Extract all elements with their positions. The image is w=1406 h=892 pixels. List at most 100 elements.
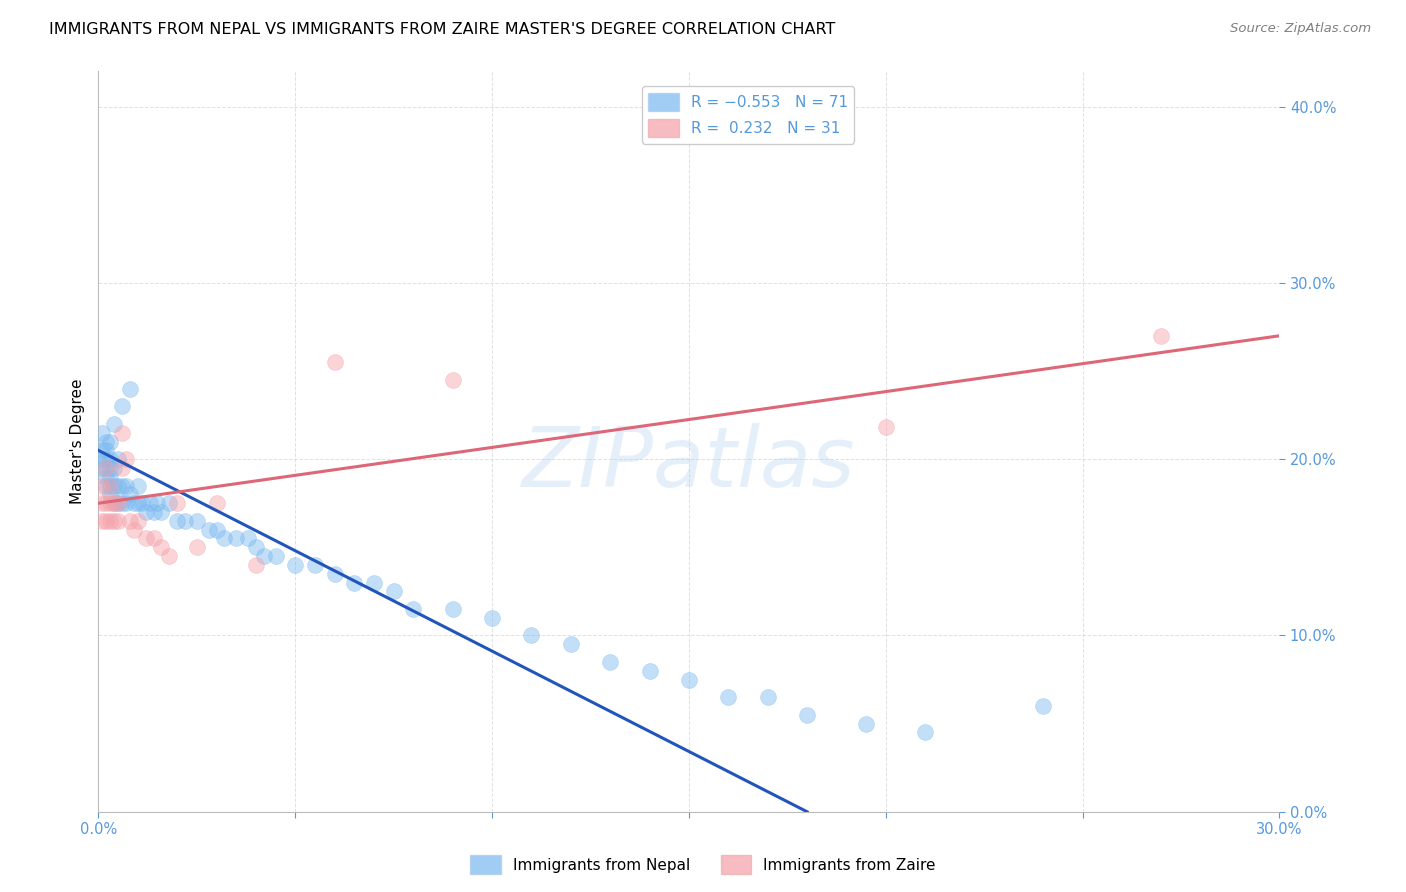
Point: [107, 452, 129, 467]
Point: [111, 478, 134, 492]
Point: [103, 417, 125, 431]
Point: [111, 461, 134, 475]
Point: [678, 673, 700, 687]
Point: [875, 420, 897, 434]
Text: ZIPatlas: ZIPatlas: [522, 423, 856, 504]
Point: [214, 532, 236, 546]
Point: [599, 655, 621, 669]
Point: [796, 707, 818, 722]
Point: [103, 496, 125, 510]
Point: [96, 461, 118, 475]
Point: [382, 584, 405, 599]
Legend: Immigrants from Nepal, Immigrants from Zaire: Immigrants from Nepal, Immigrants from Z…: [464, 849, 942, 880]
Text: Source: ZipAtlas.com: Source: ZipAtlas.com: [1230, 22, 1371, 36]
Point: [1032, 698, 1054, 713]
Point: [138, 496, 160, 510]
Point: [174, 514, 197, 528]
Point: [1150, 328, 1173, 343]
Point: [343, 575, 366, 590]
Point: [127, 496, 149, 510]
Point: [96, 443, 118, 458]
Point: [323, 355, 346, 369]
Point: [245, 541, 267, 555]
Point: [717, 690, 740, 705]
Point: [103, 496, 125, 510]
Point: [91, 478, 114, 492]
Point: [127, 514, 149, 528]
Point: [855, 716, 877, 731]
Point: [323, 566, 346, 581]
Point: [146, 496, 169, 510]
Point: [756, 690, 779, 705]
Point: [131, 496, 153, 510]
Point: [107, 496, 129, 510]
Point: [236, 532, 259, 546]
Point: [107, 514, 129, 528]
Point: [560, 637, 582, 651]
Point: [96, 470, 118, 484]
Point: [127, 478, 149, 492]
Point: [150, 505, 173, 519]
Point: [98, 470, 121, 484]
Point: [481, 611, 503, 625]
Point: [115, 452, 138, 467]
Point: [91, 452, 114, 467]
Point: [96, 496, 118, 510]
Point: [142, 505, 165, 519]
Point: [157, 549, 180, 563]
Point: [225, 532, 247, 546]
Point: [96, 461, 118, 475]
Point: [150, 541, 173, 555]
Point: [96, 452, 118, 467]
Point: [284, 558, 307, 572]
Point: [91, 514, 114, 528]
Point: [441, 373, 464, 387]
Point: [96, 514, 118, 528]
Point: [142, 532, 165, 546]
Point: [304, 558, 326, 572]
Point: [402, 602, 425, 616]
Point: [245, 558, 267, 572]
Point: [107, 478, 129, 492]
Point: [91, 425, 114, 440]
Legend: R = −0.553   N = 71, R =  0.232   N = 31: R = −0.553 N = 71, R = 0.232 N = 31: [643, 87, 853, 144]
Point: [157, 496, 180, 510]
Point: [914, 725, 936, 739]
Point: [98, 496, 121, 510]
Point: [205, 496, 228, 510]
Point: [98, 487, 121, 501]
Point: [111, 496, 134, 510]
Y-axis label: Master's Degree: Master's Degree: [69, 379, 84, 504]
Point: [118, 382, 141, 396]
Point: [166, 514, 188, 528]
Point: [91, 496, 114, 510]
Point: [638, 664, 661, 678]
Point: [91, 443, 114, 458]
Point: [264, 549, 287, 563]
Point: [96, 434, 118, 449]
Point: [103, 461, 125, 475]
Point: [122, 523, 145, 537]
Point: [122, 496, 145, 510]
Point: [166, 496, 188, 510]
Point: [186, 514, 208, 528]
Point: [115, 496, 138, 510]
Text: IMMIGRANTS FROM NEPAL VS IMMIGRANTS FROM ZAIRE MASTER'S DEGREE CORRELATION CHART: IMMIGRANTS FROM NEPAL VS IMMIGRANTS FROM…: [49, 22, 835, 37]
Point: [98, 478, 121, 492]
Point: [118, 487, 141, 501]
Point: [115, 478, 138, 492]
Point: [98, 478, 121, 492]
Point: [107, 496, 129, 510]
Point: [98, 514, 121, 528]
Point: [135, 532, 157, 546]
Point: [118, 514, 141, 528]
Point: [253, 549, 276, 563]
Point: [98, 452, 121, 467]
Point: [186, 541, 208, 555]
Point: [91, 461, 114, 475]
Point: [111, 425, 134, 440]
Point: [98, 461, 121, 475]
Point: [197, 523, 219, 537]
Point: [96, 478, 118, 492]
Point: [103, 514, 125, 528]
